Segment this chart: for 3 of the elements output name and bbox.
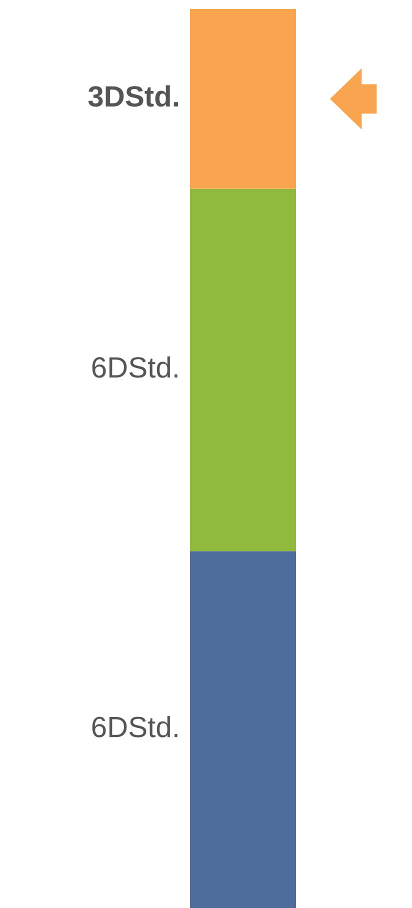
- series-label: 3DStd.: [88, 85, 178, 107]
- series-label: 6DStd.: [92, 716, 178, 738]
- series-label: 6DStd.: [92, 356, 178, 378]
